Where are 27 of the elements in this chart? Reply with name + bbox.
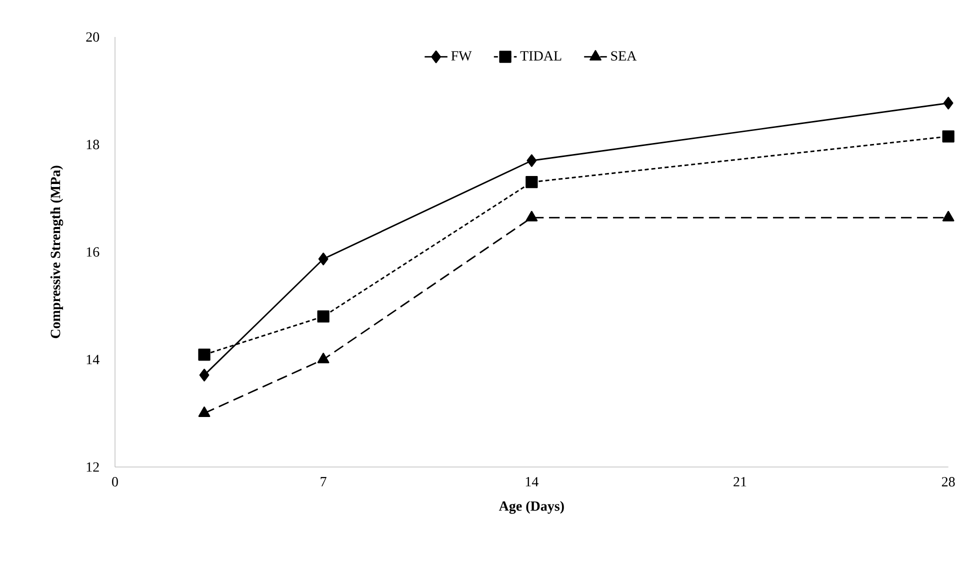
y-tick-label: 14: [86, 354, 100, 364]
point: [199, 368, 210, 382]
y-tick-label: 12: [86, 462, 99, 472]
point: [198, 406, 210, 417]
x-tick-label: 28: [942, 477, 955, 486]
x-tick-label: 7: [320, 477, 326, 486]
legend-label: TIDAL: [520, 51, 562, 60]
y-tick-label: 18: [86, 140, 100, 150]
y-tick-label: 20: [86, 32, 100, 42]
point: [317, 310, 330, 323]
legend-label: FW: [451, 51, 472, 61]
point: [318, 252, 328, 266]
x-tick-label: 21: [734, 477, 746, 486]
x-tick-label: 0: [112, 477, 118, 486]
y-tick-label: 16: [86, 247, 100, 257]
legend-label: SEA: [611, 51, 637, 61]
x-axis-title: Age (Days): [498, 500, 564, 514]
point: [526, 210, 538, 222]
point: [526, 176, 538, 188]
x-tick-label: 14: [526, 477, 538, 486]
point: [943, 96, 954, 110]
point: [942, 130, 954, 142]
point: [526, 154, 537, 167]
point: [942, 210, 954, 222]
point: [198, 348, 210, 361]
y-axis-title: Compressive Strength (MPa): [50, 166, 64, 338]
point: [317, 352, 330, 364]
